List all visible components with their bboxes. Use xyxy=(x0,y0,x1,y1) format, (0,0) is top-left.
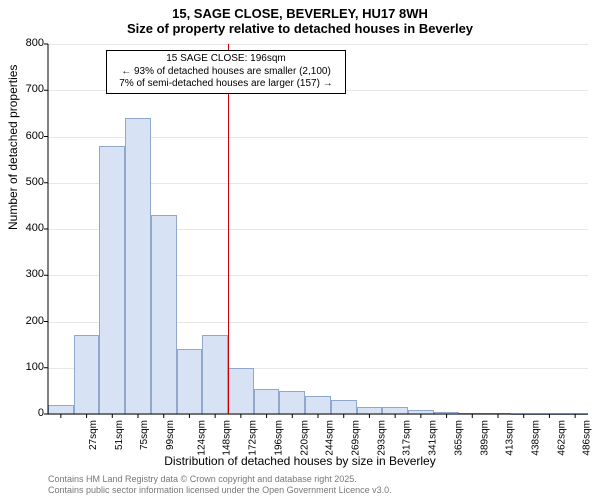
annotation-box: 15 SAGE CLOSE: 196sqm← 93% of detached h… xyxy=(106,50,346,94)
y-tick-label: 0 xyxy=(38,407,44,419)
y-tick-label: 500 xyxy=(26,176,44,188)
plot-area: 15 SAGE CLOSE: 196sqm← 93% of detached h… xyxy=(48,44,588,414)
chart-area: 15 SAGE CLOSE: 196sqm← 93% of detached h… xyxy=(48,44,588,414)
y-tick-label: 100 xyxy=(26,361,44,373)
x-tick-label: 269sqm xyxy=(351,420,362,456)
x-tick-label: 27sqm xyxy=(88,420,99,450)
footer-line2: Contains public sector information licen… xyxy=(48,485,392,496)
x-tick-label: 389sqm xyxy=(479,420,490,456)
x-tick-label: 365sqm xyxy=(453,420,464,456)
y-axis-label: Number of detached properties xyxy=(6,65,20,230)
reference-line xyxy=(228,44,229,414)
x-tick-label: 244sqm xyxy=(325,420,336,456)
annotation-title: 15 SAGE CLOSE: 196sqm xyxy=(111,53,341,66)
y-tick-label: 200 xyxy=(26,315,44,327)
annotation-percent-smaller: ← 93% of detached houses are smaller (2,… xyxy=(111,66,341,79)
x-tick-label: 438sqm xyxy=(531,420,542,456)
x-tick-label: 51sqm xyxy=(114,420,125,450)
x-tick-label: 220sqm xyxy=(299,420,310,456)
x-tick-label: 293sqm xyxy=(376,420,387,456)
y-tick-label: 300 xyxy=(26,268,44,280)
y-tick-label: 800 xyxy=(26,37,44,49)
x-tick-label: 462sqm xyxy=(556,420,567,456)
footer-attribution: Contains HM Land Registry data © Crown c… xyxy=(48,474,392,496)
x-tick-label: 148sqm xyxy=(222,420,233,456)
x-tick-label: 75sqm xyxy=(139,420,150,450)
y-tick-label: 400 xyxy=(26,222,44,234)
x-tick-label: 172sqm xyxy=(248,420,259,456)
x-tick-label: 317sqm xyxy=(402,420,413,456)
page-title-line2: Size of property relative to detached ho… xyxy=(0,21,600,36)
x-tick-label: 99sqm xyxy=(165,420,176,450)
x-tick-label: 341sqm xyxy=(428,420,439,456)
footer-line1: Contains HM Land Registry data © Crown c… xyxy=(48,474,392,485)
x-tick-label: 486sqm xyxy=(582,420,593,456)
annotation-percent-larger: 7% of semi-detached houses are larger (1… xyxy=(111,78,341,91)
y-tick-label: 700 xyxy=(26,83,44,95)
x-tick-label: 196sqm xyxy=(273,420,284,456)
y-tick-label: 600 xyxy=(26,130,44,142)
x-axis-label: Distribution of detached houses by size … xyxy=(0,454,600,468)
x-tick-label: 124sqm xyxy=(196,420,207,456)
x-tick-label: 413sqm xyxy=(505,420,516,456)
page-title-line1: 15, SAGE CLOSE, BEVERLEY, HU17 8WH xyxy=(0,6,600,21)
